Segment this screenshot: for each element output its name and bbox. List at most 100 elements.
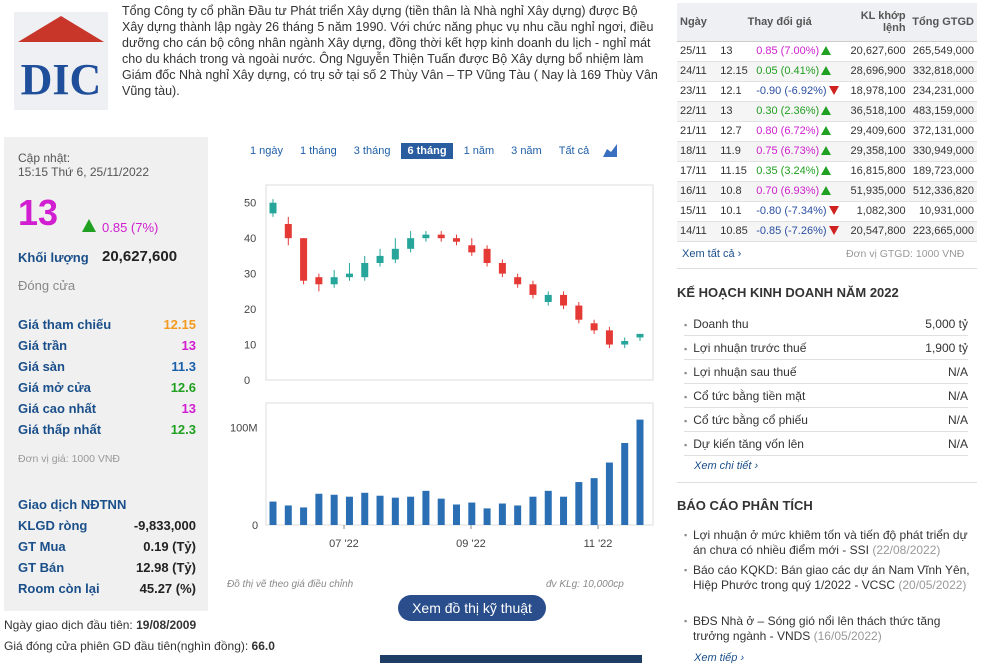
x-tick-label: 07 '22 xyxy=(329,538,359,550)
up-arrow-icon xyxy=(80,219,96,234)
volume-bar xyxy=(300,507,308,525)
table-row: 16/11 10.8 0.70 (6.93%) 51,935,000 512,336,8… xyxy=(677,181,977,202)
open-price-row: Giá mở cửa 12.6 xyxy=(18,380,196,395)
cell-volume: 20,547,800 xyxy=(842,221,909,242)
high-price-row: Giá cao nhất 13 xyxy=(18,401,196,416)
cell-volume: 1,082,300 xyxy=(842,201,909,222)
cell-volume: 20,627,600 xyxy=(842,41,909,62)
candle-body xyxy=(437,234,445,239)
table-row: 18/11 11.9 0.75 (6.73%) 29,358,100 330,949,0… xyxy=(677,141,977,162)
cell-value: 512,336,820 xyxy=(908,181,977,202)
candle-body xyxy=(529,284,537,295)
volume-bar xyxy=(269,501,277,525)
cell-value: 10,931,000 xyxy=(908,201,977,222)
technical-chart-button[interactable]: Xem đồ thị kỹ thuật xyxy=(398,595,546,621)
volume-bar xyxy=(330,494,338,525)
candle-body xyxy=(361,263,369,278)
volume-bar xyxy=(560,496,568,525)
candle-body xyxy=(621,341,629,345)
table-row: 14/11 10.85 -0.85 (-7.26%) 20,547,800 223,66… xyxy=(677,221,977,242)
candle-body xyxy=(575,305,583,320)
candle-body xyxy=(391,248,399,260)
candle-body xyxy=(345,273,353,278)
volume-bar xyxy=(422,490,430,525)
plan-title: KẾ HOẠCH KINH DOANH NĂM 2022 xyxy=(677,285,899,300)
period-button[interactable]: 1 tháng xyxy=(300,145,337,157)
report-link[interactable]: Báo cáo KQKD: Bán giao các dự án Nam Vĩn… xyxy=(684,563,974,593)
price-change: 0.85 (7%) xyxy=(102,220,159,235)
down-arrow-icon xyxy=(828,226,839,235)
cell-value: 332,818,000 xyxy=(908,61,977,82)
period-button[interactable]: 3 tháng xyxy=(353,145,391,157)
candle-body xyxy=(284,224,292,239)
volume-bar xyxy=(621,443,629,525)
see-all-link[interactable]: Xem tất cả › xyxy=(682,248,742,260)
cell-change: 12.15 0.05 (0.41%) xyxy=(717,61,843,82)
volume-bar xyxy=(636,419,644,525)
price-history-table: Ngày Thay đổi giá KL khớp lệnh Tổng GTGD… xyxy=(677,3,977,242)
cell-change: 11.15 0.35 (3.24%) xyxy=(717,161,843,182)
y-tick-label: 30 xyxy=(244,269,256,281)
volume-bar xyxy=(437,498,445,525)
volume-tick-label: 100M xyxy=(230,422,258,434)
candle-body xyxy=(590,323,598,331)
cell-date: 18/11 xyxy=(677,141,718,162)
period-button[interactable]: 3 năm xyxy=(511,145,542,157)
candle-body xyxy=(605,330,613,345)
candle-body xyxy=(330,277,338,285)
cell-change: 12.1 -0.90 (-6.92%) xyxy=(717,81,843,102)
plan-detail-link[interactable]: Xem chi tiết › xyxy=(694,460,759,472)
volume-tick-label: 0 xyxy=(252,520,258,532)
cell-volume: 28,696,900 xyxy=(842,61,909,82)
volume-bar xyxy=(605,462,613,525)
y-tick-label: 0 xyxy=(244,375,250,387)
table-row: 15/11 10.1 -0.80 (-7.34%) 1,082,300 10,931,0… xyxy=(677,201,977,222)
buy-value-row: GT Mua 0.19 (Tỷ) xyxy=(18,539,196,554)
floor-price-row: Giá sàn 11.3 xyxy=(18,359,196,374)
report-link[interactable]: Lợi nhuận ở mức khiêm tốn và tiến độ phá… xyxy=(684,528,974,558)
candle-body xyxy=(560,294,568,306)
price-plot-area xyxy=(265,184,654,381)
period-button[interactable]: Tất cả xyxy=(558,145,590,157)
period-button[interactable]: 1 ngày xyxy=(250,145,284,157)
price-chart: 50 40 30 20 10 0 100M 0 07 '22 09 '22 11 '22 xyxy=(230,184,654,550)
analysis-more-link[interactable]: Xem tiếp › xyxy=(694,652,745,663)
table-row: 17/11 11.15 0.35 (3.24%) 16,815,800 189,723,… xyxy=(677,161,977,182)
candle-body xyxy=(407,238,415,249)
chart-type-icon[interactable] xyxy=(602,142,618,161)
up-arrow-icon xyxy=(821,106,832,115)
col-value: Tổng GTGD xyxy=(908,3,977,42)
candle-body xyxy=(498,263,506,274)
candle-body xyxy=(422,234,430,239)
candle-body xyxy=(269,202,277,214)
value-unit-note: Đơn vị GTGD: 1000 VNĐ xyxy=(846,248,965,260)
price-unit-note: Đơn vị giá: 1000 VNĐ xyxy=(18,453,121,465)
cell-change: 11.9 0.75 (6.73%) xyxy=(717,141,843,162)
volume-bar xyxy=(361,492,369,525)
cell-change: 10.85 -0.85 (-7.26%) xyxy=(717,221,843,242)
volume-bar xyxy=(345,496,353,525)
low-price-row: Giá thấp nhất 12.3 xyxy=(18,422,196,437)
volume-bar xyxy=(590,478,598,525)
x-tick-label: 11 '22 xyxy=(584,538,613,550)
divider xyxy=(677,268,977,269)
report-link[interactable]: BĐS Nhà ở – Sóng gió nổi lên thách thức … xyxy=(684,614,974,644)
candle-body xyxy=(544,294,552,302)
cell-value: 234,231,000 xyxy=(908,81,977,102)
cell-value: 265,549,000 xyxy=(908,41,977,62)
period-button[interactable]: 1 năm xyxy=(463,145,495,157)
period-button[interactable]: 6 tháng xyxy=(401,143,453,159)
cell-volume: 29,358,100 xyxy=(842,141,909,162)
period-selector: 1 ngày 1 tháng 3 tháng 6 tháng 1 năm 3 năm Tất… xyxy=(244,143,600,159)
company-logo: DIC xyxy=(14,12,108,110)
cell-change: 10.8 0.70 (6.93%) xyxy=(717,181,843,202)
cell-date: 15/11 xyxy=(677,201,718,222)
cell-volume: 29,409,600 xyxy=(842,121,909,142)
candle-body xyxy=(483,248,491,263)
candle-body xyxy=(376,255,384,263)
analysis-title: BÁO CÁO PHÂN TÍCH xyxy=(677,498,813,513)
table-row: 23/11 12.1 -0.90 (-6.92%) 18,978,100 234,231… xyxy=(677,81,977,102)
bottom-bar xyxy=(380,655,642,663)
